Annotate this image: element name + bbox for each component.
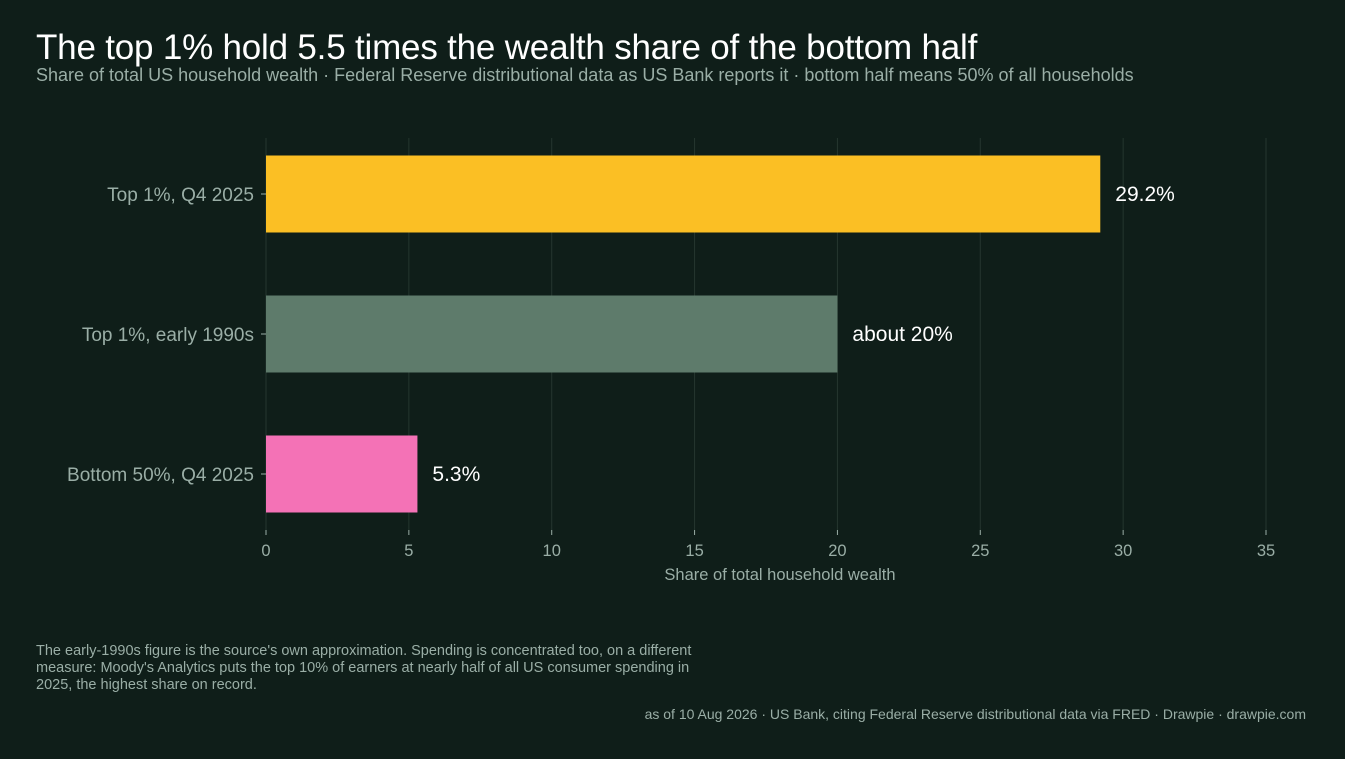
bar: [266, 435, 418, 513]
category-labels: Top 1%, Q4 2025 Top 1%, early 1990s Bottom…: [67, 185, 266, 486]
data-labels: 29.2% about 20% 5.3%: [432, 183, 1174, 486]
x-tick-label: 25: [971, 542, 989, 560]
bar: [266, 295, 838, 373]
x-tick-label: 0: [261, 542, 270, 560]
footnote-text: The early-1990s figure is the source's o…: [36, 643, 692, 693]
category-label: Top 1%, Q4 2025: [107, 185, 254, 206]
footnote: The early-1990s figure is the source's o…: [36, 643, 696, 694]
x-axis-ticks: 0 5 10 15 20 25 30 35: [261, 530, 1275, 560]
x-tick-label: 15: [685, 542, 703, 560]
chart-subtitle: Share of total US household wealth · Fed…: [36, 65, 1134, 85]
x-axis-label: Share of total household wealth: [664, 566, 895, 584]
x-tick-label: 5: [404, 542, 413, 560]
x-tick-label: 10: [543, 542, 561, 560]
bar-value-label: 5.3%: [432, 463, 480, 486]
category-label: Bottom 50%, Q4 2025: [67, 465, 254, 486]
x-tick-label: 20: [828, 542, 846, 560]
x-tick-label: 30: [1114, 542, 1132, 560]
bar-value-label: about 20%: [852, 323, 952, 346]
source-footer: as of 10 Aug 2026 · US Bank, citing Fede…: [644, 706, 1306, 722]
bar-value-label: 29.2%: [1115, 183, 1175, 206]
chart-title: The top 1% hold 5.5 times the wealth sha…: [36, 28, 978, 67]
x-tick-label: 35: [1257, 542, 1275, 560]
bar: [266, 155, 1101, 233]
category-label: Top 1%, early 1990s: [82, 325, 254, 346]
bars: [266, 155, 1101, 513]
